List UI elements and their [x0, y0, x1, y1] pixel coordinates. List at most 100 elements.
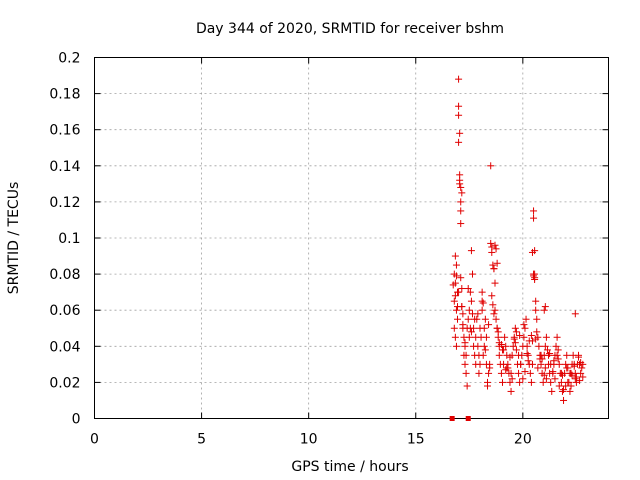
data-point	[455, 288, 463, 296]
y-tick-label: 0.16	[49, 123, 80, 139]
data-point	[488, 292, 496, 300]
data-point	[456, 180, 464, 188]
data-point	[563, 364, 571, 372]
data-point	[539, 378, 547, 386]
data-point	[482, 333, 490, 341]
data-point	[480, 324, 488, 332]
data-point	[451, 333, 459, 341]
data-point	[571, 375, 579, 383]
data-point	[516, 378, 524, 386]
data-point	[538, 355, 546, 363]
data-point	[493, 324, 501, 332]
data-point	[526, 369, 534, 377]
data-point	[519, 375, 527, 383]
data-point	[483, 382, 491, 390]
y-tick-label: 0.08	[49, 267, 80, 283]
data-point	[511, 339, 519, 347]
y-tick-label: 0.2	[58, 51, 80, 67]
data-point	[546, 350, 554, 358]
data-point	[500, 346, 508, 354]
data-point	[553, 333, 561, 341]
data-point	[542, 375, 550, 383]
y-tick-label: 0.1	[58, 231, 80, 247]
data-point	[522, 315, 530, 323]
data-point	[486, 364, 494, 372]
data-point	[457, 198, 465, 206]
data-point	[515, 351, 523, 359]
data-point	[542, 333, 550, 341]
data-point	[540, 306, 548, 314]
data-point	[458, 189, 466, 197]
data-point	[579, 373, 587, 381]
data-point	[455, 75, 463, 83]
data-point	[575, 353, 583, 361]
data-point	[527, 378, 535, 386]
data-point	[454, 315, 462, 323]
data-point	[521, 324, 529, 332]
data-point	[451, 252, 459, 260]
chart-title: Day 344 of 2020, SRMTID for receiver bsh…	[196, 21, 504, 37]
data-point	[507, 369, 515, 377]
data-point	[533, 328, 541, 336]
data-point	[457, 207, 465, 215]
data-point	[532, 306, 540, 314]
data-point	[552, 342, 560, 350]
data-point	[571, 310, 579, 318]
data-points	[449, 75, 587, 421]
data-point	[517, 360, 525, 368]
data-point	[455, 138, 463, 146]
data-point	[462, 351, 470, 359]
data-point	[534, 364, 542, 372]
data-point	[541, 342, 549, 350]
data-point	[469, 310, 477, 318]
data-point	[464, 315, 472, 323]
data-point	[545, 351, 553, 359]
data-point	[462, 369, 470, 377]
x-tick-label: 15	[407, 432, 425, 448]
zero-marker	[465, 416, 471, 421]
data-point	[458, 303, 466, 311]
data-point	[489, 301, 497, 309]
data-point	[547, 360, 555, 368]
data-point	[456, 129, 464, 137]
data-point	[578, 364, 586, 372]
data-point	[516, 331, 524, 339]
data-point	[520, 333, 528, 341]
data-point	[492, 315, 500, 323]
data-point	[474, 342, 482, 350]
data-point	[572, 373, 580, 381]
data-point	[507, 387, 515, 395]
data-point	[509, 342, 517, 350]
data-point	[540, 371, 548, 379]
data-point	[491, 306, 499, 314]
data-point	[485, 321, 493, 329]
data-point	[481, 315, 489, 323]
x-axis-title: GPS time / hours	[291, 459, 408, 475]
data-point	[478, 288, 486, 296]
y-tick-label: 0.04	[49, 339, 80, 355]
data-point	[555, 360, 563, 368]
data-point	[461, 339, 469, 347]
data-point	[457, 183, 465, 191]
data-point	[494, 328, 502, 336]
data-point	[449, 281, 457, 289]
data-point	[471, 315, 479, 323]
data-point	[466, 288, 474, 296]
data-point	[527, 331, 535, 339]
data-point	[458, 285, 466, 293]
data-point	[492, 245, 500, 253]
data-point	[467, 297, 475, 305]
data-point	[523, 342, 531, 350]
data-point	[488, 248, 496, 256]
data-point	[466, 324, 474, 332]
data-point	[498, 378, 506, 386]
data-point	[512, 328, 520, 336]
data-point	[455, 111, 463, 119]
grid	[94, 57, 609, 419]
y-axis-title: SRMTID / TECUs	[6, 182, 22, 295]
data-point	[478, 297, 486, 305]
data-point	[487, 239, 495, 247]
data-point	[501, 333, 509, 341]
data-point	[515, 369, 523, 377]
